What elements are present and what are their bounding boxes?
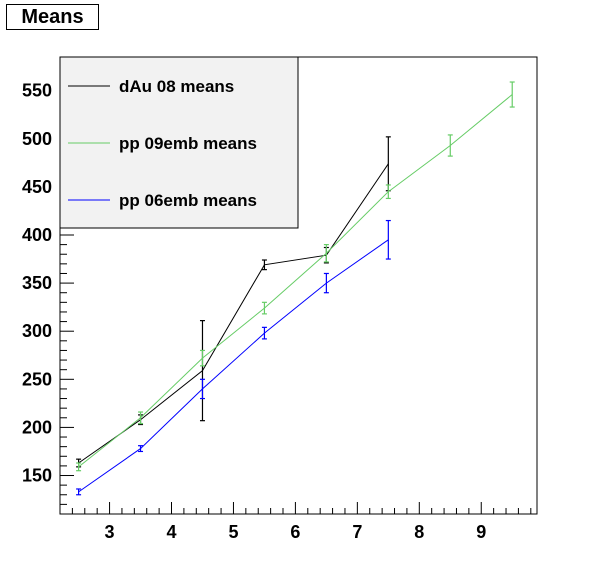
y-tick-label: 350 — [22, 273, 52, 293]
legend-label: pp 09emb means — [119, 134, 257, 153]
y-tick-label: 550 — [22, 81, 52, 101]
legend: dAu 08 means pp 09emb means pp 06emb means — [59, 56, 299, 229]
legend-label: pp 06emb means — [119, 191, 257, 210]
series-line — [78, 239, 389, 493]
series-2 — [76, 219, 391, 496]
series-1 — [76, 81, 515, 472]
chart-title: Means — [6, 4, 99, 30]
axes: 3 4 5 6 7 8 9 150 200 250 300 350 400 450 500 550 — [22, 61, 532, 542]
y-tick-label: 150 — [22, 466, 52, 486]
series-line — [78, 163, 389, 464]
y-tick-label: 300 — [22, 321, 52, 341]
y-tick-label: 450 — [22, 177, 52, 197]
x-tick-label: 4 — [166, 522, 176, 542]
x-tick-label: 3 — [105, 522, 115, 542]
x-tick-label: 7 — [352, 522, 362, 542]
series-line — [78, 94, 513, 468]
y-tick-label: 200 — [22, 417, 52, 437]
series-layer — [76, 81, 515, 496]
x-tick-label: 6 — [290, 522, 300, 542]
y-tick-label: 250 — [22, 369, 52, 389]
x-tick-label: 8 — [414, 522, 424, 542]
x-tick-label: 9 — [476, 522, 486, 542]
y-tick-label: 500 — [22, 129, 52, 149]
x-tick-label: 5 — [228, 522, 238, 542]
legend-label: dAu 08 means — [119, 77, 234, 96]
series-0 — [76, 136, 391, 468]
y-tick-label: 400 — [22, 225, 52, 245]
